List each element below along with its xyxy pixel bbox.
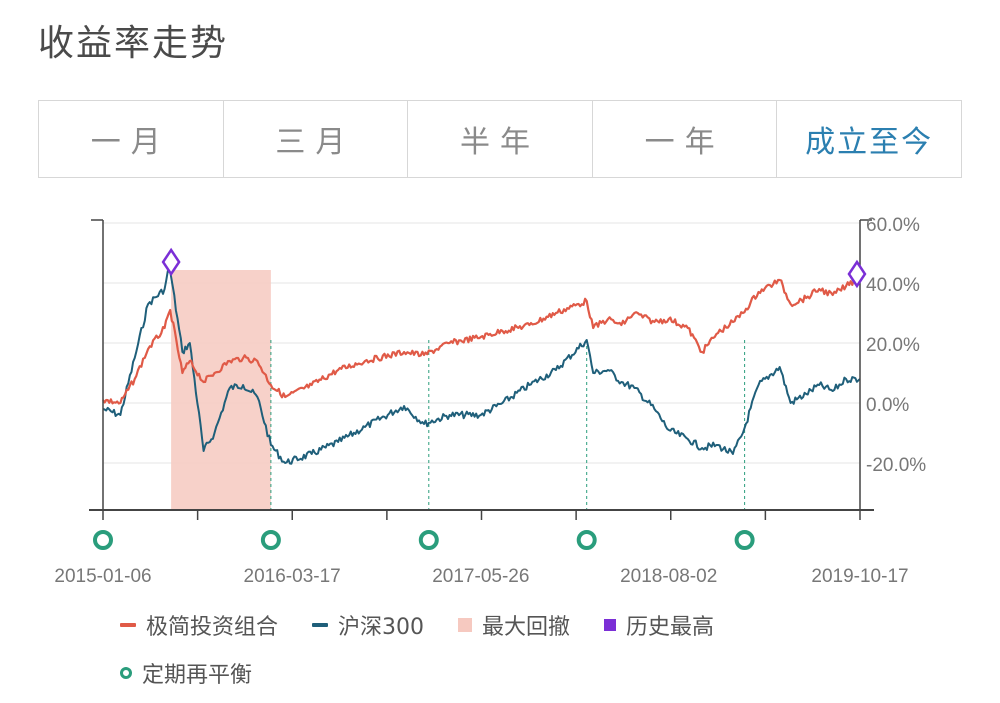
tab-one-year[interactable]: 一年 bbox=[593, 101, 778, 177]
y-tick-label: 0.0% bbox=[866, 395, 909, 416]
rebalance-marker bbox=[418, 530, 439, 550]
portfolio-swatch bbox=[120, 623, 136, 627]
rebalance-marker bbox=[734, 530, 755, 550]
rebalance-markers bbox=[93, 530, 755, 550]
legend-hs300[interactable]: 沪深300 bbox=[312, 609, 424, 641]
hs300-series bbox=[102, 264, 861, 465]
tick-labels: 60.0% 40.0% 20.0% 0.0% -20.0% 2015-01-06 2016-… bbox=[54, 215, 926, 587]
portfolio-series bbox=[102, 276, 861, 405]
max-drawdown-area bbox=[171, 270, 271, 510]
x-tick-label: 2015-01-06 bbox=[54, 566, 151, 587]
x-tick-label: 2018-08-02 bbox=[620, 566, 717, 587]
y-tick-label: 20.0% bbox=[866, 335, 920, 356]
y-tick-label: 40.0% bbox=[866, 275, 920, 296]
peak-swatch bbox=[604, 619, 617, 631]
legend-rebalance-label: 定期再平衡 bbox=[142, 663, 253, 688]
tab-one-month[interactable]: 一月 bbox=[39, 101, 224, 177]
page-title: 收益率走势 bbox=[38, 23, 229, 64]
y-tick-label: 60.0% bbox=[866, 215, 920, 236]
rebalance-marker bbox=[93, 530, 113, 550]
legend-hs300-label: 沪深300 bbox=[338, 615, 425, 640]
tab-since-inception[interactable]: 成立至今 bbox=[805, 125, 934, 160]
hs300-line bbox=[102, 264, 861, 465]
rebalance-swatch bbox=[120, 667, 132, 679]
x-tick-label: 2017-05-26 bbox=[432, 566, 529, 587]
rebalance-marker bbox=[260, 530, 281, 550]
legend-peak-label: 历史最高 bbox=[626, 615, 715, 640]
y-tick-label: -20.0% bbox=[866, 455, 926, 476]
historical-high-marker bbox=[847, 259, 867, 289]
return-chart: 60.0% 40.0% 20.0% 0.0% -20.0% 2015-01-06 2016-… bbox=[54, 215, 926, 587]
hs300-swatch bbox=[312, 623, 329, 627]
legend-portfolio-label: 极简投资组合 bbox=[146, 615, 279, 640]
legend-drawdown-label: 最大回撤 bbox=[482, 615, 571, 640]
max-drawdown-band bbox=[171, 270, 271, 510]
x-tick-label: 2016-03-17 bbox=[244, 566, 341, 587]
legend-rebalance[interactable]: 定期再平衡 bbox=[120, 657, 252, 689]
x-tick-label: 2019-10-17 bbox=[811, 566, 908, 587]
legend-portfolio[interactable]: 极简投资组合 bbox=[120, 609, 278, 641]
rebalance-marker bbox=[576, 530, 597, 550]
legend-drawdown[interactable]: 最大回撤 bbox=[458, 609, 570, 641]
portfolio-line bbox=[102, 276, 861, 405]
legend: 极简投资组合 沪深300 最大回撤 历史最高 定期再平衡 bbox=[120, 606, 748, 702]
historical-high-markers bbox=[161, 247, 867, 289]
legend-peak[interactable]: 历史最高 bbox=[604, 609, 714, 641]
tab-three-months[interactable]: 三月 bbox=[224, 101, 409, 177]
period-tabs: 一月 三月 半年 一年 成立至今 bbox=[38, 100, 962, 178]
historical-high-marker bbox=[161, 247, 181, 277]
tab-half-year[interactable]: 半年 bbox=[408, 101, 593, 177]
drawdown-swatch bbox=[458, 618, 473, 632]
